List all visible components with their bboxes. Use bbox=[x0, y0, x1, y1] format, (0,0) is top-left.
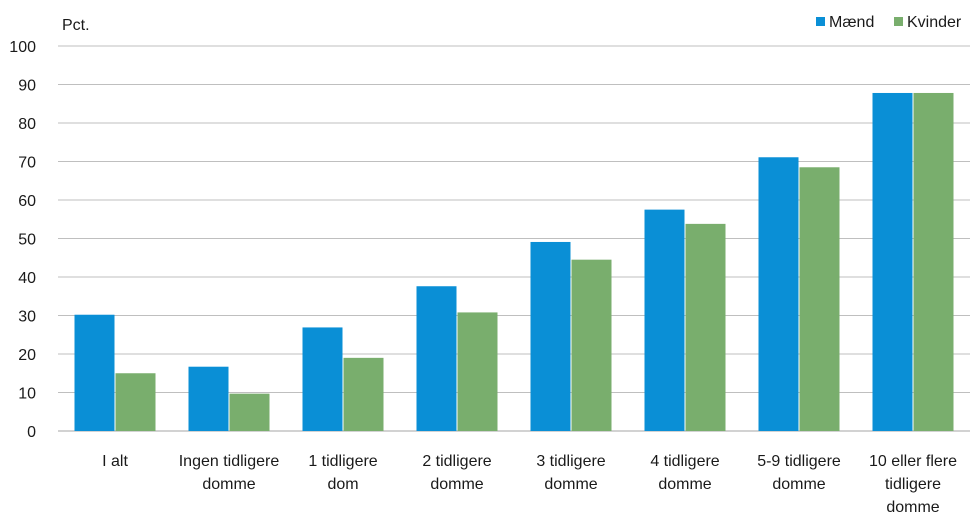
bar-maend bbox=[644, 209, 685, 431]
x-category-label: Ingen tidligere domme bbox=[179, 453, 280, 493]
bar-kvinder bbox=[685, 223, 726, 431]
x-category-label: 10 eller flere tidligere domme bbox=[869, 453, 957, 513]
y-tick-label: 50 bbox=[18, 232, 36, 249]
x-category-label-line: domme bbox=[202, 476, 255, 493]
y-tick-label: 100 bbox=[9, 39, 36, 56]
bar-maend bbox=[416, 286, 457, 431]
legend-swatch bbox=[894, 17, 903, 26]
y-tick-label: 10 bbox=[18, 386, 36, 403]
x-category-label-line: 3 tidligere bbox=[536, 453, 605, 470]
y-tick-label: 90 bbox=[18, 78, 36, 95]
bar-kvinder bbox=[571, 259, 612, 431]
legend-label: Kvinder bbox=[907, 14, 962, 31]
bar-maend bbox=[530, 241, 571, 431]
x-category-label-line: 1 tidligere bbox=[308, 453, 377, 470]
x-category-label: 2 tidligere domme bbox=[422, 453, 491, 493]
x-category-label-line: I alt bbox=[102, 453, 128, 470]
y-tick-label: 60 bbox=[18, 193, 36, 210]
x-category-label-line: 2 tidligere bbox=[422, 453, 491, 470]
bar-kvinder bbox=[913, 92, 954, 431]
x-category-label: 5-9 tidligere domme bbox=[757, 453, 841, 493]
x-category-label-line: domme bbox=[772, 476, 825, 493]
x-category-label: 3 tidligere domme bbox=[536, 453, 605, 493]
y-tick-label: 30 bbox=[18, 309, 36, 326]
x-category-label: 1 tidligere dom bbox=[308, 453, 377, 493]
bar-kvinder bbox=[799, 167, 840, 431]
legend: Mænd Kvinder bbox=[816, 14, 962, 31]
bar-kvinder bbox=[343, 357, 384, 431]
bar-maend bbox=[758, 157, 799, 431]
y-tick-label: 40 bbox=[18, 270, 36, 287]
x-category-label-line: 5-9 tidligere bbox=[757, 453, 841, 470]
x-category-label-line: domme bbox=[544, 476, 597, 493]
x-category-label-line: domme bbox=[658, 476, 711, 493]
y-tick-label: 20 bbox=[18, 347, 36, 364]
y-axis-ticks: 0 10 20 30 40 50 60 70 80 90 100 bbox=[9, 39, 36, 441]
x-category-label-line: tidligere bbox=[885, 476, 941, 493]
bar-kvinder bbox=[115, 373, 156, 431]
bars bbox=[74, 92, 954, 431]
bar-maend bbox=[74, 314, 115, 431]
bar-maend bbox=[188, 366, 229, 431]
x-category-label: I alt bbox=[102, 453, 128, 470]
bar-maend bbox=[872, 92, 913, 431]
x-category-label-line: Ingen tidligere bbox=[179, 453, 280, 470]
x-category-label-line: 10 eller flere bbox=[869, 453, 957, 470]
bar-kvinder bbox=[229, 393, 270, 431]
y-tick-label: 80 bbox=[18, 116, 36, 133]
x-category-label-line: domme bbox=[886, 499, 939, 513]
bar-maend bbox=[302, 327, 343, 431]
x-category-label-line: 4 tidligere bbox=[650, 453, 719, 470]
bar-kvinder bbox=[457, 312, 498, 431]
y-tick-label: 70 bbox=[18, 155, 36, 172]
x-axis-labels: I alt Ingen tidligere domme 1 tidligere dom 2… bbox=[102, 453, 957, 513]
x-category-label-line: domme bbox=[430, 476, 483, 493]
legend-swatch bbox=[816, 17, 825, 26]
x-category-label-line: dom bbox=[327, 476, 358, 493]
y-tick-label: 0 bbox=[27, 424, 36, 441]
y-axis-unit-label: Pct. bbox=[62, 17, 90, 34]
legend-label: Mænd bbox=[829, 14, 874, 31]
x-category-label: 4 tidligere domme bbox=[650, 453, 719, 493]
